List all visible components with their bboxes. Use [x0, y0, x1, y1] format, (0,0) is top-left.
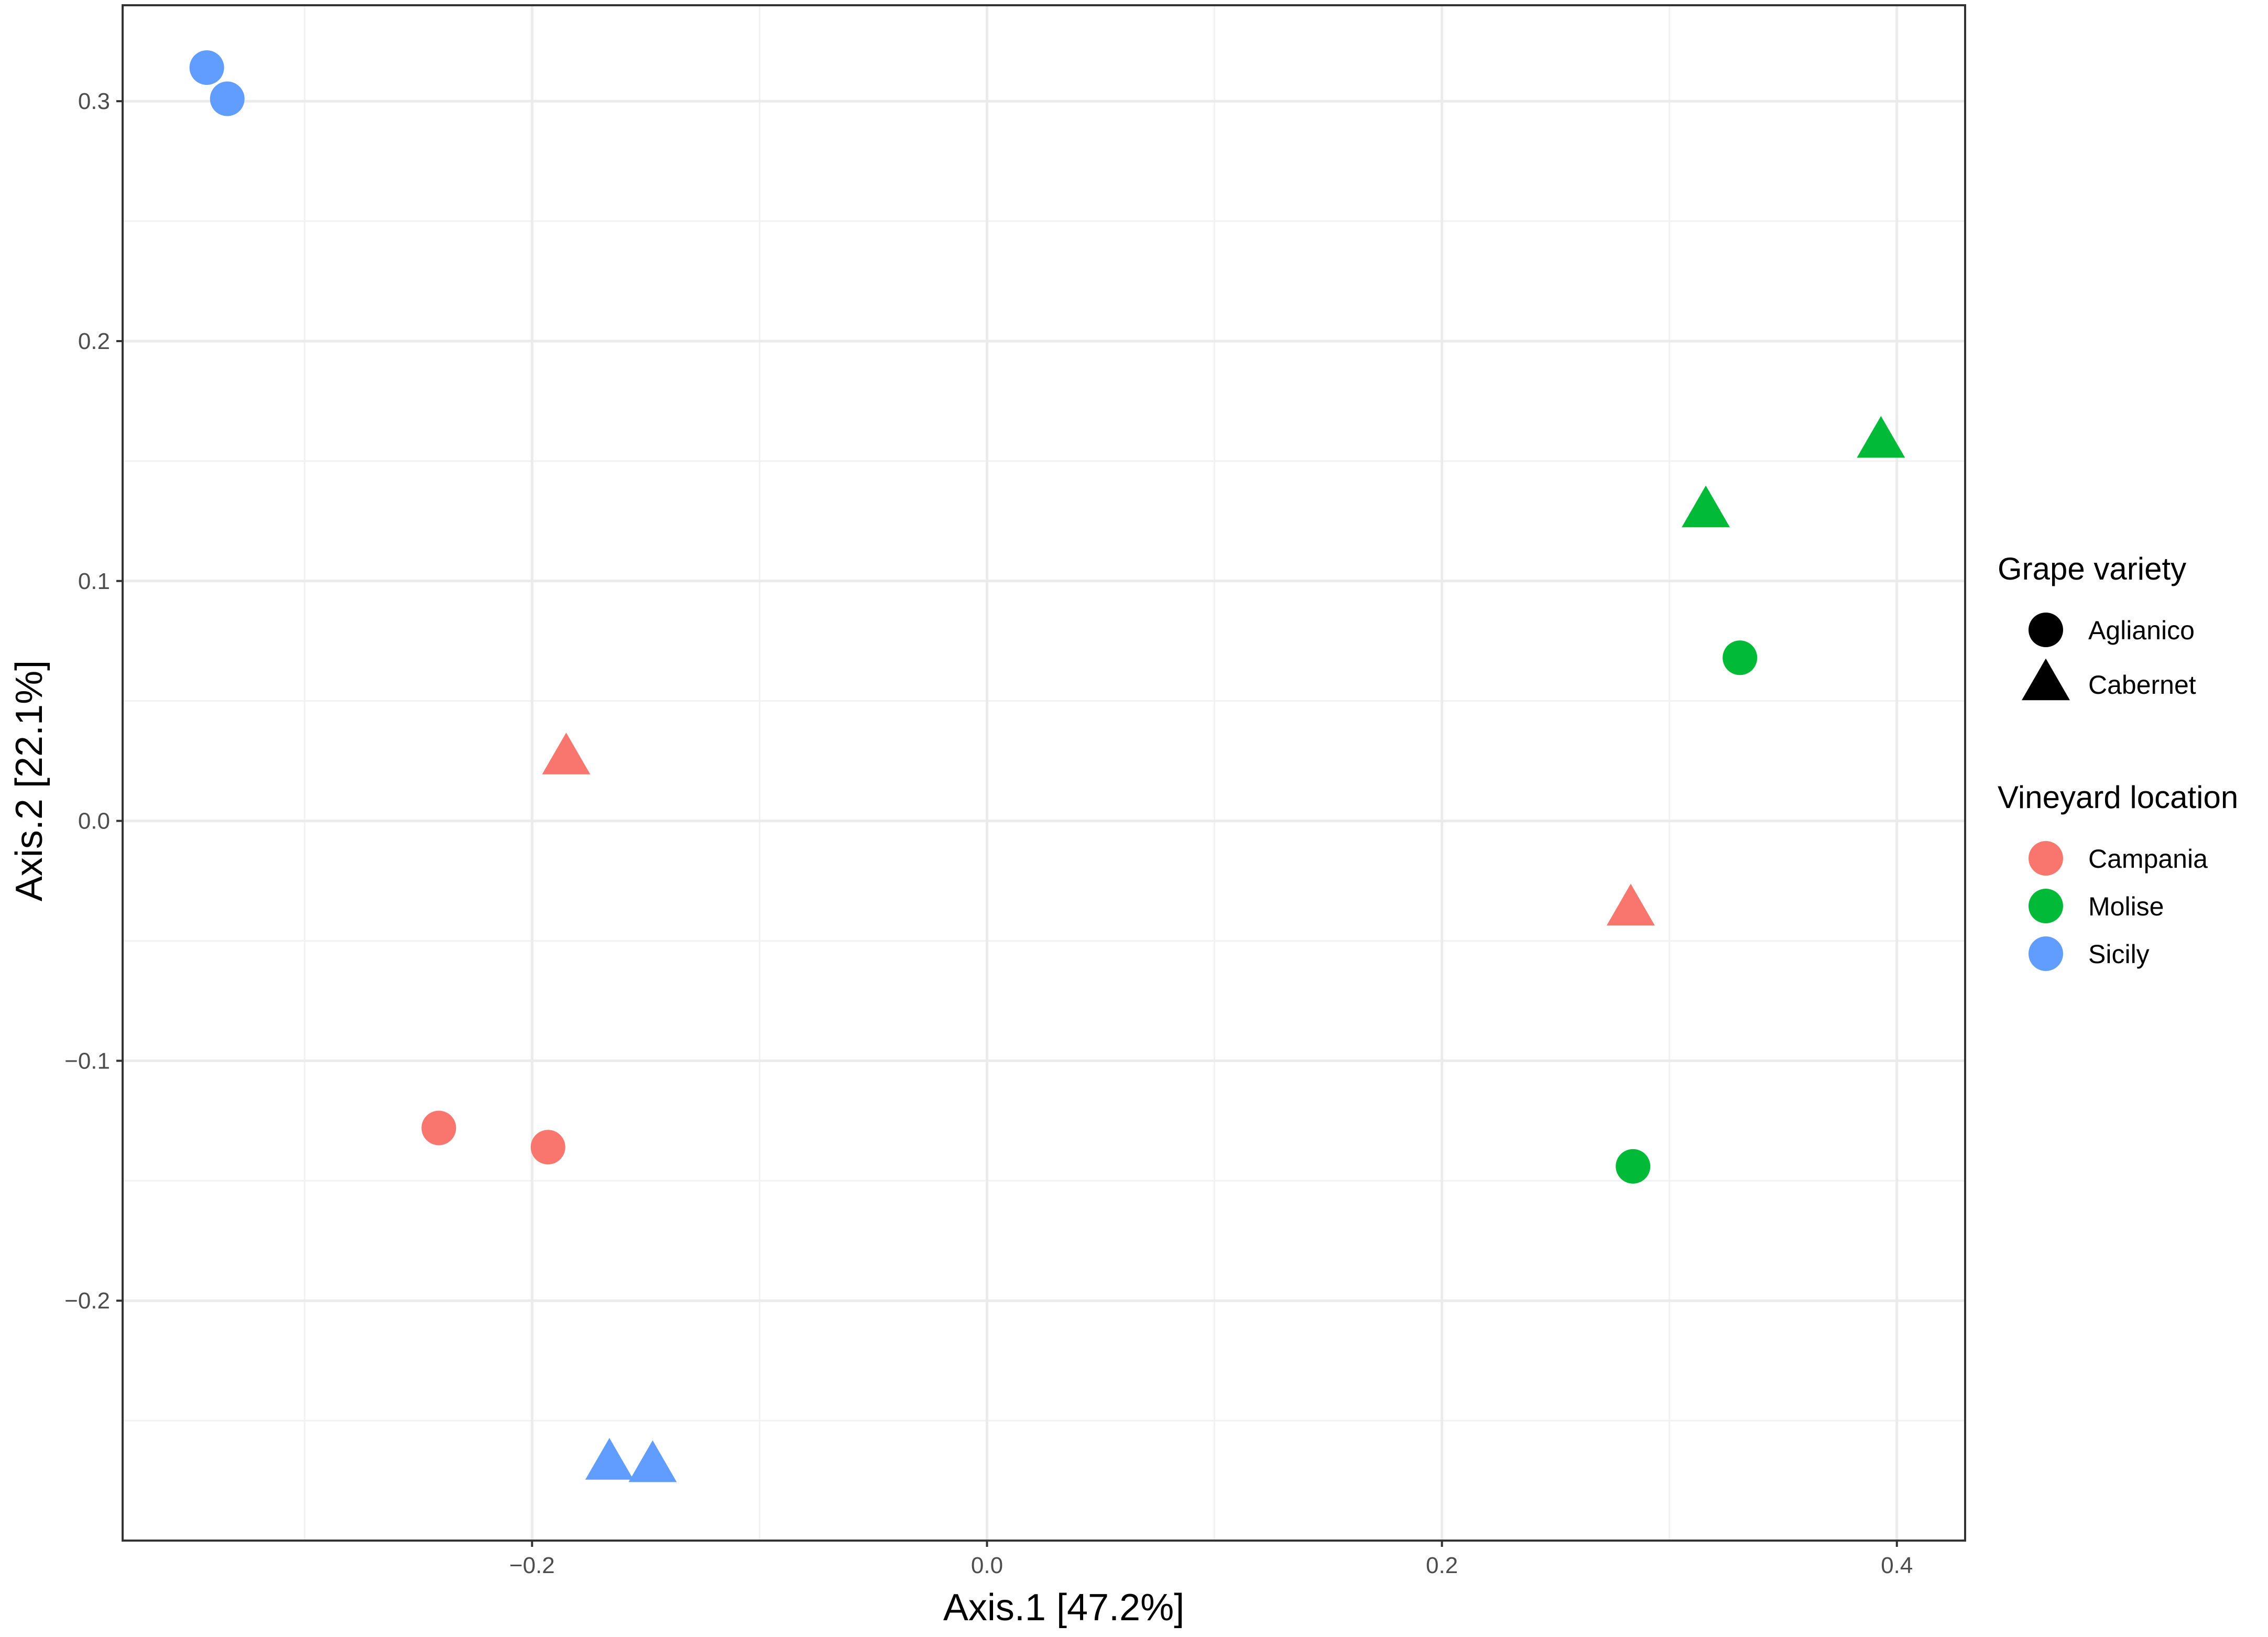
x-axis: −0.2 0.0 0.2 0.4: [509, 1541, 1913, 1578]
legend-label-aglianico: Aglianico: [2088, 616, 2195, 645]
plot-panel-border: [122, 4, 1966, 1542]
data-point-molise-cabernet-0: [1682, 485, 1730, 528]
plot-panel: [122, 4, 1966, 1542]
x-tick-label-3: 0.4: [1881, 1553, 1913, 1578]
data-point-campania-cabernet-1: [1606, 883, 1655, 926]
legend-label-cabernet: Cabernet: [2088, 670, 2196, 700]
data-point-sicily-cabernet-1: [628, 1440, 677, 1482]
data-point-molise-aglianico-1: [1616, 1149, 1651, 1184]
x-axis-title: Axis.1 [47.2%]: [943, 1587, 1184, 1629]
legend-label-campania: Campania: [2088, 844, 2208, 874]
y-axis-title: Axis.2 [22.1%]: [8, 660, 50, 901]
data-point-molise-aglianico-0: [1722, 640, 1758, 675]
y-axis: −0.2 −0.1 0.0 0.1 0.2 0.3: [64, 89, 123, 1314]
data-point-sicily-cabernet-0: [585, 1438, 634, 1480]
data-point-molise-cabernet-1: [1857, 416, 1905, 458]
legend-title-1: Vineyard location: [1998, 780, 2238, 815]
y-tick-label-1: −0.1: [64, 1048, 110, 1074]
y-tick-label-2: 0.0: [78, 809, 110, 834]
legend-key-cabernet: [2022, 658, 2070, 701]
legend-key-sicily: [2029, 936, 2063, 971]
data-point-campania-aglianico-1: [530, 1130, 565, 1165]
legend-label-molise: Molise: [2088, 892, 2164, 921]
legend-key-campania: [2029, 841, 2063, 876]
y-tick-label-3: 0.1: [78, 569, 110, 594]
x-tick-label-1: 0.0: [971, 1553, 1003, 1578]
legend-title-0: Grape variety: [1998, 551, 2186, 586]
x-tick-label-2: 0.2: [1426, 1553, 1458, 1578]
y-tick-label-0: −0.2: [64, 1288, 110, 1314]
legend-key-aglianico: [2029, 613, 2063, 647]
y-tick-label-4: 0.2: [78, 329, 110, 354]
data-points: [189, 50, 1905, 1482]
data-point-campania-cabernet-0: [542, 733, 591, 774]
data-point-sicily-aglianico-1: [210, 81, 245, 116]
x-tick-label-0: −0.2: [509, 1553, 555, 1578]
legend: Grape variety Aglianico Cabernet Vineyard l…: [1998, 551, 2238, 971]
legend-label-sicily: Sicily: [2088, 940, 2150, 969]
y-tick-label-5: 0.3: [78, 89, 110, 114]
legend-key-molise: [2029, 889, 2063, 923]
data-point-sicily-aglianico-0: [189, 50, 224, 85]
data-point-campania-aglianico-0: [421, 1110, 456, 1145]
